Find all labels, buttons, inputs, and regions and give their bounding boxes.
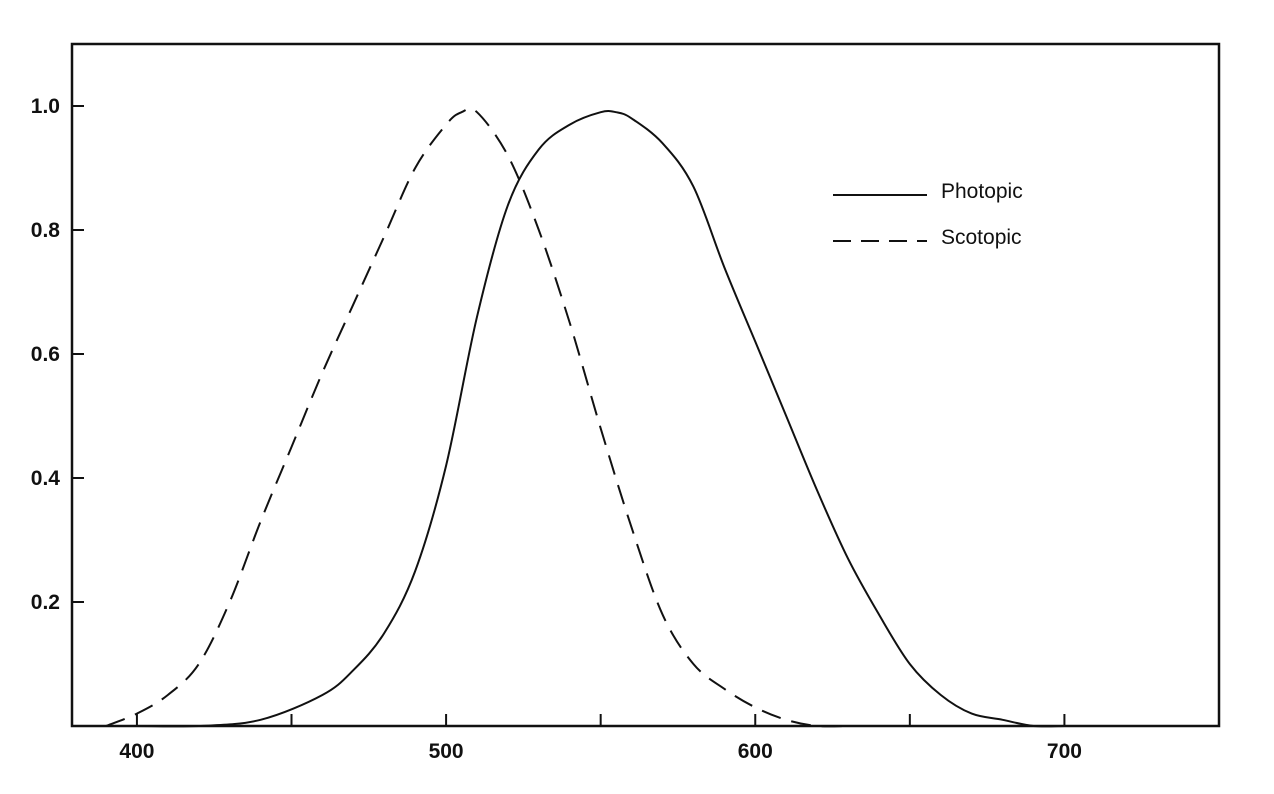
series-layer: [75, 107, 1065, 728]
x-tick-label: 600: [738, 740, 773, 763]
series-line-scotopic: [105, 107, 849, 728]
series-line-photopic: [75, 110, 1065, 728]
y-tick-label: 0.4: [31, 467, 61, 490]
legend-label-scotopic: Scotopic: [941, 226, 1022, 249]
x-tick-label: 500: [429, 740, 464, 763]
y-tick-label: 0.8: [31, 219, 61, 242]
x-axis-ticks: 400 500 600 700: [119, 714, 1082, 763]
x-tick-label: 700: [1047, 740, 1082, 763]
legend: Photopic Scotopic: [833, 180, 1023, 249]
x-tick-label: 400: [119, 740, 154, 763]
legend-label-photopic: Photopic: [941, 180, 1023, 203]
plot-frame: [70, 42, 1221, 728]
y-tick-label: 0.2: [31, 591, 60, 614]
y-tick-label: 1.0: [31, 95, 60, 118]
y-axis-ticks: 0.2 0.4 0.6 0.8 1.0: [31, 95, 84, 614]
y-tick-label: 0.6: [31, 343, 60, 366]
